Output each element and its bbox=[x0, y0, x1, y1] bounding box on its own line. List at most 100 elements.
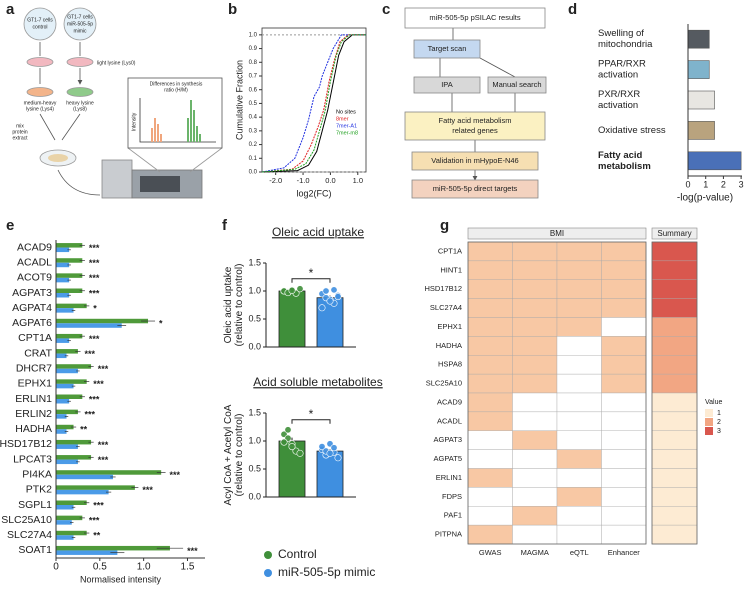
heatmap-cell bbox=[601, 317, 647, 337]
heatmap-cell bbox=[512, 317, 558, 337]
heatmap-cell bbox=[467, 449, 513, 469]
arrow bbox=[57, 169, 101, 196]
heatmap-cell bbox=[601, 411, 647, 431]
panel-label: c bbox=[382, 1, 390, 18]
data-point bbox=[330, 444, 338, 452]
data-point bbox=[326, 449, 334, 457]
flask bbox=[63, 7, 97, 41]
bar bbox=[56, 379, 87, 384]
significance: *** bbox=[98, 455, 109, 465]
chart-title: Acid soluble metabolites bbox=[253, 375, 382, 389]
column-label: Enhancer bbox=[608, 548, 641, 557]
axis-title: (relative to control) bbox=[234, 264, 245, 347]
y-tick-label: 0.2 bbox=[249, 142, 258, 148]
y-tick-label: 0.0 bbox=[248, 491, 261, 501]
bar bbox=[56, 424, 74, 430]
bar bbox=[56, 338, 70, 343]
y-tick-label: 1.0 bbox=[248, 285, 261, 295]
axis-title: Normalised intensity bbox=[80, 574, 162, 584]
bar bbox=[56, 293, 70, 298]
heatmap-cell bbox=[556, 260, 602, 280]
bar bbox=[56, 535, 74, 540]
category-label: SLC25A10 bbox=[1, 514, 52, 526]
panel-label: e bbox=[6, 217, 14, 234]
bar bbox=[687, 60, 710, 79]
row-label: CPT1A bbox=[438, 246, 462, 255]
category-label: PXR/RXR bbox=[598, 89, 640, 100]
label: GT1-7 cells bbox=[27, 17, 53, 23]
significance: ** bbox=[80, 425, 88, 435]
flow-node bbox=[413, 39, 481, 59]
legend-label: 8mer bbox=[336, 116, 349, 122]
heatmap-cell bbox=[601, 260, 647, 280]
flow-node bbox=[413, 76, 481, 94]
row-label: ERLIN1 bbox=[436, 473, 462, 482]
bar bbox=[56, 368, 78, 374]
heatmap-cell bbox=[556, 506, 602, 526]
heatmap-cell bbox=[512, 430, 558, 450]
flow-node bbox=[404, 111, 546, 141]
arrow bbox=[39, 42, 80, 84]
legend-label: Control bbox=[278, 547, 317, 561]
category-label: ACADL bbox=[17, 256, 52, 268]
heatmap-cell bbox=[512, 449, 558, 469]
category-label: ACAD9 bbox=[17, 241, 52, 253]
heatmap-cell bbox=[601, 279, 647, 299]
significance: *** bbox=[93, 379, 104, 389]
category-label: EPHX1 bbox=[18, 378, 53, 390]
significance: ** bbox=[93, 531, 101, 541]
y-tick-label: 1.5 bbox=[248, 257, 261, 267]
column-label: MAGMA bbox=[521, 548, 549, 557]
data-point bbox=[296, 449, 304, 457]
heatmap-cell bbox=[512, 355, 558, 375]
heatmap-cell bbox=[601, 430, 647, 450]
category-label: Swelling of bbox=[598, 28, 644, 39]
heatmap-cell bbox=[556, 411, 602, 431]
node-label: IPA bbox=[441, 80, 453, 89]
label: miR-505-5p bbox=[67, 21, 93, 27]
summary-cell bbox=[651, 355, 698, 375]
peak bbox=[187, 100, 201, 142]
category-label: PTK2 bbox=[26, 484, 52, 496]
group-frame bbox=[651, 241, 698, 545]
group-label: BMI bbox=[550, 229, 564, 238]
y-tick-label: 0.0 bbox=[248, 341, 261, 351]
y-tick-label: 0.0 bbox=[249, 170, 258, 176]
legend-swatch bbox=[705, 409, 713, 417]
label: medium-heavy bbox=[24, 100, 57, 106]
heatmap-cell bbox=[512, 468, 558, 488]
x-tick-label: 0.5 bbox=[93, 562, 107, 573]
significance: * bbox=[93, 304, 97, 314]
summary-cell bbox=[651, 279, 698, 299]
axis-title: Cumulative Fraction bbox=[234, 60, 244, 140]
heatmap-cell bbox=[601, 524, 647, 545]
cdf-line bbox=[261, 34, 366, 173]
data-point bbox=[322, 287, 330, 295]
category-label: ERLIN1 bbox=[15, 393, 52, 405]
bar bbox=[56, 349, 78, 354]
dish bbox=[66, 87, 94, 97]
heatmap-cell bbox=[512, 392, 558, 413]
heatmap-cell bbox=[601, 298, 647, 318]
bar bbox=[56, 247, 70, 253]
legend-label: 7mer-m8 bbox=[336, 130, 358, 136]
heatmap-cell bbox=[512, 298, 558, 318]
bar bbox=[56, 383, 74, 389]
summary-cell bbox=[651, 468, 698, 488]
significance: * bbox=[309, 407, 314, 421]
heatmap-cell bbox=[556, 336, 602, 356]
significance: * bbox=[309, 266, 314, 280]
category-label: DHCR7 bbox=[16, 362, 52, 374]
data-point bbox=[334, 293, 342, 301]
significance: *** bbox=[85, 349, 96, 359]
row-label: PAF1 bbox=[444, 511, 462, 520]
y-tick-label: 0.9 bbox=[249, 46, 258, 52]
significance: *** bbox=[93, 500, 104, 510]
bar bbox=[56, 474, 113, 480]
data-point bbox=[296, 285, 304, 293]
flow-node bbox=[404, 7, 546, 29]
row-label: AGPAT3 bbox=[434, 435, 462, 444]
panel-label: d bbox=[568, 1, 577, 18]
